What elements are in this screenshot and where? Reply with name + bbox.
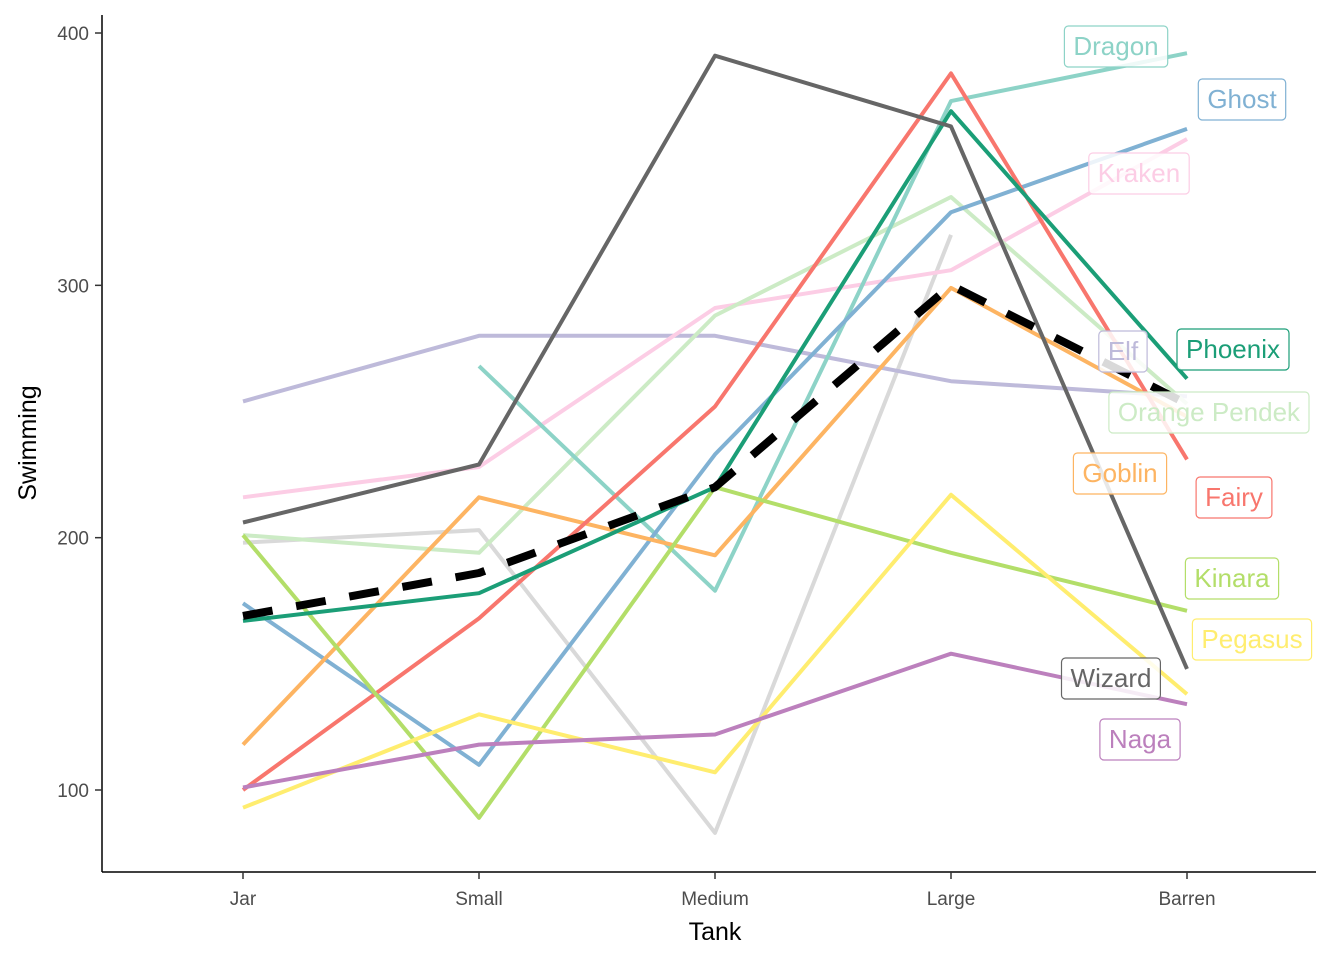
x-tick-label-small: Small [455,889,503,910]
series-label-fairy: Fairy [1195,476,1273,519]
series-label-box [1191,618,1313,661]
series-label-wizard: Wizard [1060,657,1162,700]
series-label-box [1176,328,1290,371]
series-label-box [1195,476,1273,519]
series-label-dragon: Dragon [1063,25,1169,68]
series-label-text: Orange Pendek [1118,397,1301,427]
series-label-text: Pegasus [1201,624,1302,654]
series-label-text: Ghost [1207,84,1277,114]
x-tick-label-jar: Jar [230,889,257,910]
series-line-dragon [477,51,1188,593]
series-label-box [1060,657,1162,700]
series-label-box [1063,25,1169,68]
x-tick-label-large: Large [927,889,976,910]
x-tick-label-barren: Barren [1158,889,1215,910]
series-line-orange-pendek [242,195,1189,555]
series-label-box [1108,391,1310,434]
series-line-elf [242,333,1188,404]
series-label-box [1088,152,1190,195]
y-tick-label-300: 300 [57,276,89,297]
series-line-goblin [241,285,1188,746]
series-label-box [1184,557,1280,600]
series-label-elf: Elf [1098,330,1148,373]
y-tick-label-100: 100 [57,781,89,802]
series-line-naga [242,651,1188,790]
series-label-kraken: Kraken [1088,152,1190,195]
average-dashed-line [242,281,1189,620]
series-label-box [1197,78,1287,121]
series-label-text: Goblin [1082,458,1157,488]
series-label-orange-pendek: Orange Pendek [1108,391,1310,434]
series-label-text: Fairy [1205,482,1263,512]
series-line-ghost [241,127,1188,767]
series-label-text: Phoenix [1186,334,1280,364]
series-line-wizard [242,53,1189,670]
series-label-ghost: Ghost [1197,78,1287,121]
x-tick-label-medium: Medium [681,889,749,910]
series-label-kinara: Kinara [1184,557,1280,600]
series-label-box [1098,330,1148,373]
series-label-phoenix: Phoenix [1176,328,1290,371]
y-axis-title: Swimming [14,385,42,500]
series-label-goblin: Goblin [1072,452,1168,495]
series-label-text: Wizard [1071,663,1152,693]
series-line-pegasus [242,492,1189,810]
series-line-unlabeled [242,234,953,835]
series-label-text: Kraken [1098,158,1180,188]
series-layer [241,51,1189,835]
series-label-naga: Naga [1099,718,1181,761]
series-label-layer: Dragon Ghost Kraken Elf Phoenix Orange Pendek… [1060,25,1313,761]
x-axis-title: Tank [689,918,742,946]
series-line-kraken [242,137,1188,500]
series-label-text: Kinara [1194,563,1270,593]
series-label-pegasus: Pegasus [1191,618,1313,661]
series-label-text: Elf [1108,336,1139,366]
series-label-box [1072,452,1168,495]
axes-layer: Jar Small Medium Large Barren 100 200 300 400 [57,15,1316,910]
series-label-box [1099,718,1181,761]
series-label-text: Naga [1109,724,1172,754]
series-label-text: Dragon [1073,31,1158,61]
y-tick-label-200: 200 [57,529,89,550]
y-tick-label-400: 400 [57,24,89,45]
